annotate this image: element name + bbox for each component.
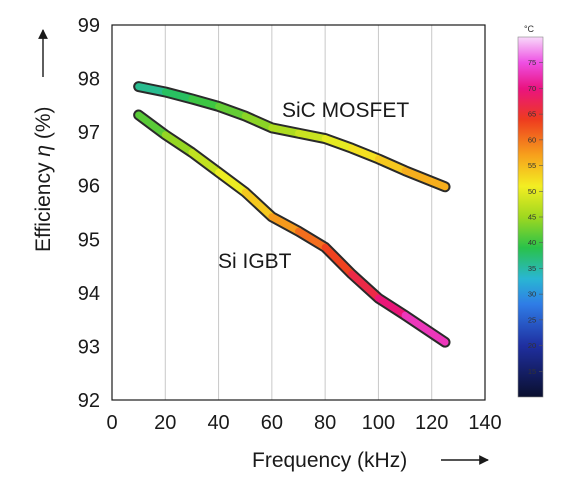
- colorbar-tick-label: 50: [528, 187, 536, 196]
- series-si-igbt: [133, 109, 451, 348]
- x-tick-labels: 0 20 40 60 80 100 120 140: [106, 412, 501, 434]
- y-tick-label: 92: [78, 390, 100, 412]
- series-segment: [215, 102, 249, 120]
- series-segment: [161, 131, 196, 156]
- series-segment: [374, 294, 409, 319]
- colorbar: °C 15 20 25 30 35 40 45 50 55 60 65 70 75: [517, 24, 544, 398]
- y-tick-label: 96: [78, 176, 100, 198]
- series-segment: [241, 188, 276, 221]
- x-tick-label: 0: [106, 412, 117, 434]
- x-tick-label: 60: [261, 412, 283, 434]
- colorbar-unit-label: °C: [524, 24, 535, 34]
- series-segment: [161, 88, 196, 103]
- y-tick-label: 94: [78, 283, 100, 305]
- y-axis-label: Efficiency η (%): [32, 107, 55, 253]
- series-segment: [295, 129, 329, 143]
- y-tick-label: 99: [78, 15, 100, 37]
- colorbar-tick-label: 45: [528, 213, 536, 222]
- plot-frame: [111, 24, 486, 401]
- y-tick-label: 97: [78, 122, 100, 144]
- series-segment: [401, 167, 449, 191]
- series-layer: [133, 81, 451, 348]
- colorbar-tick-label: 65: [528, 110, 536, 119]
- series-label-sic-mosfet: SiC MOSFET: [282, 99, 409, 122]
- colorbar-tick-labels: 15 20 25 30 35 40 45 50 55 60 65 70 75: [528, 58, 543, 376]
- series-segment: [374, 155, 409, 175]
- colorbar-tick-label: 35: [528, 264, 536, 273]
- x-axis-label: Frequency (kHz): [252, 449, 407, 472]
- x-tick-label: 80: [314, 412, 336, 434]
- series-segment: [268, 213, 302, 235]
- x-tick-label: 20: [154, 412, 176, 434]
- series-segment: [321, 243, 356, 278]
- colorbar-tick-label: 25: [528, 315, 536, 324]
- colorbar-tick-label: 30: [528, 290, 536, 299]
- series-label-si-igbt: Si IGBT: [218, 250, 292, 273]
- y-tick-label: 95: [78, 229, 100, 251]
- series-segment: [321, 135, 356, 152]
- colorbar-tick-label: 55: [528, 161, 536, 170]
- series-segment: [188, 95, 223, 110]
- x-tick-label: 140: [468, 412, 501, 434]
- colorbar-tick-label: 75: [528, 58, 536, 67]
- x-tick-label: 100: [362, 412, 395, 434]
- colorbar-tick-label: 15: [528, 367, 536, 376]
- colorbar-tick-label: 70: [528, 84, 536, 93]
- series-segment: [295, 227, 329, 251]
- series-segment: [215, 168, 249, 196]
- series-segment: [241, 112, 276, 132]
- x-tick-label: 40: [207, 412, 229, 434]
- series-segment: [401, 311, 449, 346]
- series-segment: [188, 149, 223, 176]
- x-tick-label: 120: [415, 412, 448, 434]
- grid-lines: [164, 25, 433, 400]
- y-tick-label: 98: [78, 69, 100, 91]
- colorbar-gradient: [517, 36, 544, 398]
- series-segment: [268, 124, 302, 137]
- colorbar-tick-label: 20: [528, 341, 536, 350]
- series-sic-mosfet: [133, 81, 451, 193]
- y-tick-labels: 92 93 94 95 96 97 98 99: [78, 15, 100, 412]
- series-segment: [348, 270, 382, 302]
- series-segment: [348, 144, 382, 163]
- y-tick-label: 93: [78, 336, 100, 358]
- colorbar-tick-label: 60: [528, 135, 536, 144]
- series-segment: [135, 111, 169, 139]
- series-segment: [135, 83, 169, 96]
- colorbar-tick-label: 40: [528, 238, 536, 247]
